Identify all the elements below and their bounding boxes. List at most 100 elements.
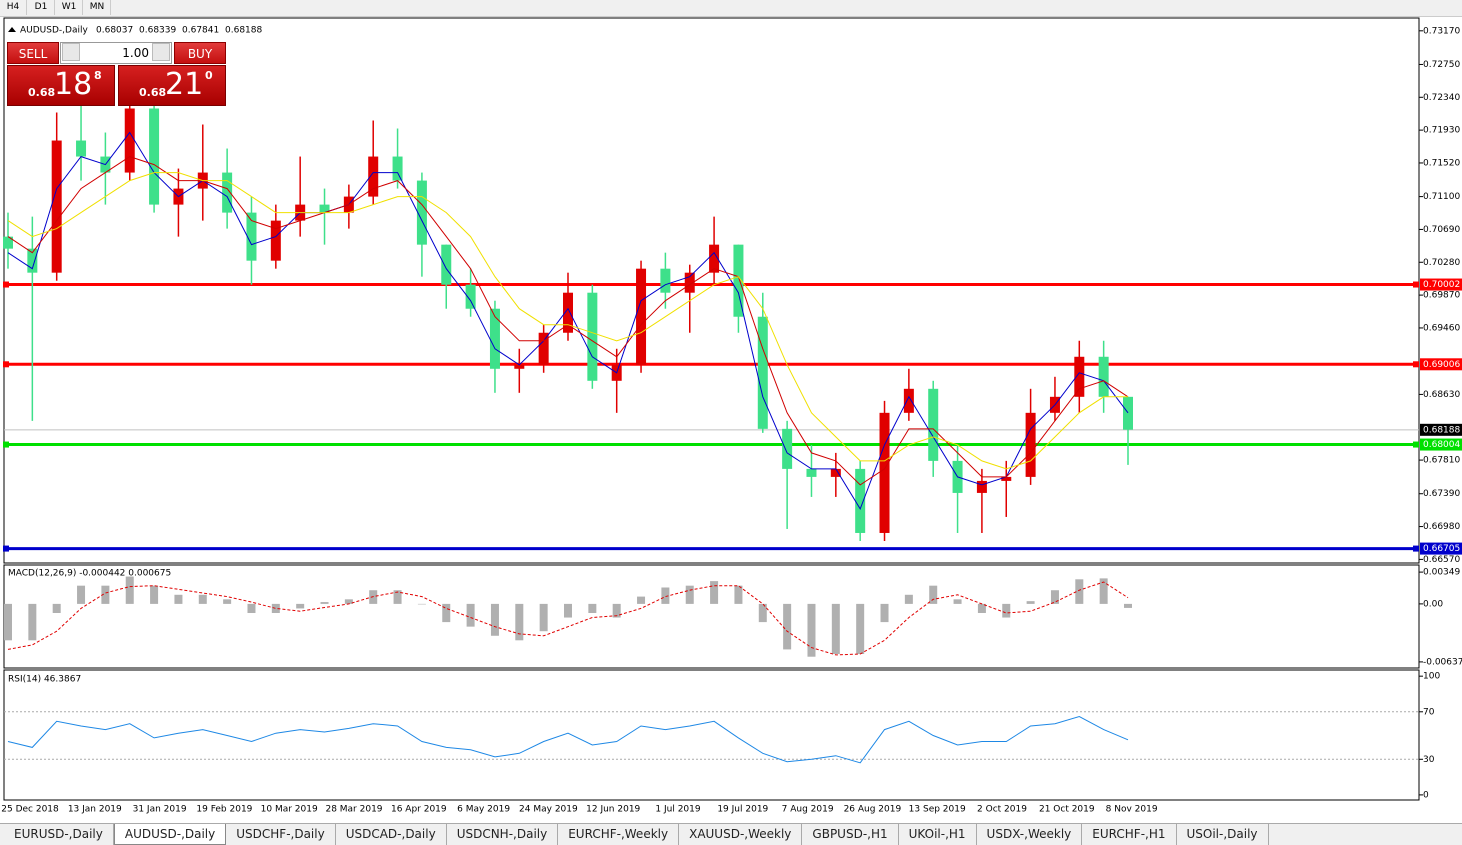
y-tick-label: 70	[1423, 707, 1435, 717]
level-label-bg	[1420, 542, 1462, 555]
chart-tab[interactable]: EURCHF-,Weekly	[558, 824, 680, 845]
chart-tab[interactable]: USDX-,Weekly	[977, 824, 1083, 845]
macd-bar	[101, 585, 110, 604]
candle-body	[222, 172, 233, 213]
x-tick-label: 21 Oct 2019	[1039, 805, 1095, 815]
macd-bar	[758, 603, 767, 623]
x-tick-label: 12 Jun 2019	[586, 805, 640, 815]
level-handle	[3, 545, 9, 552]
chart-tab[interactable]: AUDUSD-,Daily	[113, 824, 227, 845]
chart-tab[interactable]: EURUSD-,Daily	[4, 824, 114, 845]
timeframe-button[interactable]: W1	[56, 0, 83, 15]
level-label: 0.70002	[1423, 280, 1460, 290]
macd-bar	[807, 603, 816, 657]
x-tick-label: 19 Feb 2019	[196, 805, 252, 815]
lot-down[interactable]	[62, 43, 80, 61]
chart-tab[interactable]: GBPUSD-,H1	[802, 824, 899, 845]
macd-bar	[28, 603, 37, 641]
candle-body	[1025, 412, 1036, 477]
level-label-bg	[1420, 278, 1462, 291]
chart-tab[interactable]: UKOil-,H1	[899, 824, 977, 845]
timeframe-button[interactable]: MN	[84, 0, 111, 15]
x-tick-label: 10 Mar 2019	[261, 805, 318, 815]
candle-body	[416, 180, 427, 245]
candle-body	[270, 220, 281, 261]
macd-bar	[1026, 601, 1035, 604]
header-value: 0.68037	[96, 26, 133, 36]
macd-bar	[1050, 590, 1059, 604]
x-tick-label: 13 Sep 2019	[909, 805, 966, 815]
candle-body	[392, 156, 403, 181]
candle-body	[757, 316, 768, 429]
buy-price[interactable]: 0.68 21 0	[118, 65, 226, 106]
moving-average	[7, 131, 1129, 511]
macd-bar	[490, 603, 499, 636]
y-tick-label: 0.67810	[1423, 456, 1460, 466]
x-tick-label: 24 May 2019	[519, 805, 578, 815]
candle-body	[1123, 396, 1133, 430]
lot-up[interactable]	[152, 43, 170, 61]
signal-line	[7, 581, 1129, 656]
level-handle	[3, 361, 9, 368]
last-price-bg	[1420, 423, 1462, 436]
header-value: 0.68188	[225, 26, 262, 36]
sell-button[interactable]: SELL	[7, 42, 59, 64]
macd-bar	[247, 603, 256, 613]
chart-tab[interactable]: USDCAD-,Daily	[336, 824, 447, 845]
macd-bar	[393, 590, 402, 604]
price-prefix: 0.68	[139, 86, 167, 99]
sell-price[interactable]: 0.68 18 8	[7, 65, 115, 106]
macd-bar	[564, 603, 572, 618]
one-click-trading: SELL 1.00 BUY 0.68 18 8 0.68 21 0	[7, 42, 227, 106]
timeframe-button[interactable]: D1	[28, 0, 55, 15]
chart-tab[interactable]: USOil-,Daily	[1177, 824, 1269, 845]
candle-body	[709, 244, 720, 273]
y-tick-label: 0.72750	[1423, 60, 1460, 70]
macd-bar	[150, 585, 159, 604]
y-tick-label: 30	[1423, 755, 1435, 765]
macd-bar	[880, 603, 889, 623]
level-label-bg	[1420, 358, 1462, 371]
macd-bar	[174, 594, 183, 604]
x-tick-label: 1 Jul 2019	[655, 805, 700, 815]
macd-bar	[320, 602, 329, 604]
chart-tab[interactable]: EURCHF-,H1	[1082, 824, 1177, 845]
chart-tab[interactable]: USDCHF-,Daily	[226, 824, 336, 845]
x-tick-label: 19 Jul 2019	[717, 805, 768, 815]
candle-body	[879, 412, 890, 533]
candle-body	[660, 268, 671, 293]
lot-input[interactable]: 1.00	[60, 42, 172, 64]
macd-bar	[710, 581, 719, 604]
x-tick-label: 2 Oct 2019	[977, 805, 1027, 815]
candle-body	[684, 272, 695, 293]
candle-body	[782, 428, 793, 469]
level-handle	[1413, 441, 1419, 448]
macd-bar	[612, 603, 621, 618]
macd-bar	[417, 603, 426, 605]
x-tick-label: 28 Mar 2019	[325, 805, 382, 815]
macd-bar	[953, 599, 962, 604]
macd-bar	[977, 603, 986, 613]
timeframe-toolbar: H4 D1 W1 MN	[0, 0, 1462, 17]
candle-body	[855, 468, 866, 533]
buy-button[interactable]: BUY	[174, 42, 226, 64]
price-point: 8	[94, 69, 102, 82]
chart-tab[interactable]: XAUUSD-,Weekly	[679, 824, 803, 845]
candle-body	[1074, 356, 1085, 397]
candle-body	[563, 292, 573, 333]
candle-body	[368, 156, 379, 197]
level-handle	[1413, 281, 1419, 288]
candle-body	[51, 140, 62, 273]
header-value: 0.68339	[139, 26, 176, 36]
timeframe-button[interactable]: H4	[0, 0, 27, 15]
price-pips: 18	[54, 67, 93, 102]
x-tick-label: 8 Nov 2019	[1106, 805, 1158, 815]
candle-body	[124, 108, 135, 173]
level-handle	[3, 281, 9, 288]
macd-bar	[1002, 603, 1011, 618]
macd-bar	[198, 594, 207, 604]
chart-tab[interactable]: USDCNH-,Daily	[447, 824, 559, 845]
x-tick-label: 31 Jan 2019	[133, 805, 187, 815]
candle-body	[149, 108, 160, 205]
indicator-title: RSI(14) 46.3867	[8, 675, 81, 685]
